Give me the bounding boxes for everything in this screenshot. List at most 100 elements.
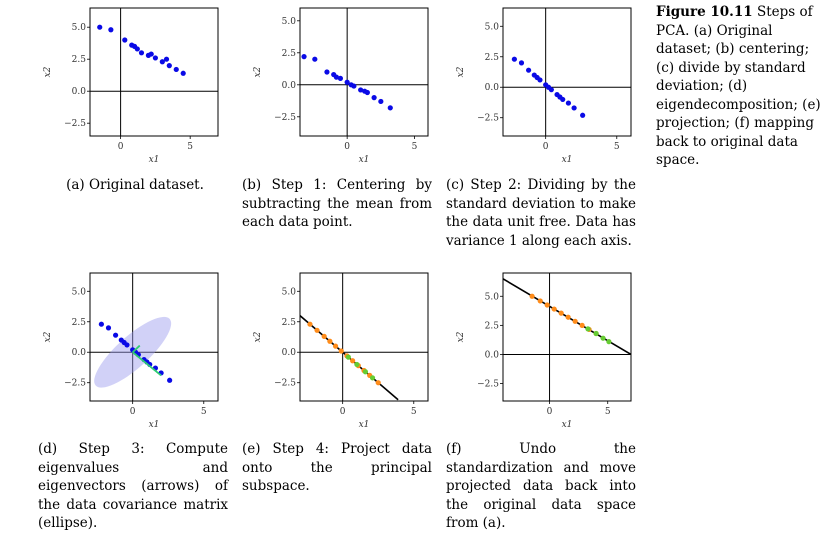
panel-d: 0 5 5.0 2.5 0.0 −2.5 x1 x2 bbox=[30, 265, 230, 450]
data-point bbox=[338, 348, 344, 354]
data-point bbox=[122, 37, 128, 43]
data-point bbox=[579, 322, 585, 328]
data-point bbox=[337, 75, 344, 81]
data-point bbox=[557, 94, 563, 100]
y-axis-label: x2 bbox=[253, 66, 263, 77]
y-tick-label: 0.0 bbox=[485, 350, 500, 360]
eigenvector-arrow bbox=[132, 351, 162, 377]
data-point bbox=[544, 302, 550, 308]
panel-a: 0 5 5.0 2.5 0.0 −2.5 x1 x2 bbox=[30, 0, 230, 185]
y-tick-label: 2.5 bbox=[282, 318, 297, 328]
x-tick-label: 0 bbox=[547, 407, 553, 417]
figure-caption-text: Steps of PCA. (a) Original dataset; (b) … bbox=[656, 4, 821, 168]
y-tick-label: 2.5 bbox=[485, 53, 500, 63]
y-tick-label: 5.0 bbox=[72, 287, 87, 297]
x-axis-label: x1 bbox=[359, 420, 370, 430]
data-point bbox=[180, 70, 186, 76]
caption-f: (f) Undo the standardization and move pr… bbox=[446, 441, 636, 531]
y-axis-label: x2 bbox=[43, 66, 53, 77]
x-axis-label: x1 bbox=[149, 155, 160, 165]
plot-area bbox=[503, 8, 631, 136]
plot-frame bbox=[299, 272, 429, 402]
data-point bbox=[572, 318, 578, 324]
y-tick-label: 2.5 bbox=[485, 321, 500, 331]
y-tick-label: −2.5 bbox=[274, 113, 296, 123]
x-tick-label: 5 bbox=[187, 142, 193, 152]
data-point bbox=[327, 338, 333, 344]
y-tick-label: −2.5 bbox=[64, 119, 86, 129]
y-tick-label: 5.0 bbox=[485, 292, 500, 302]
data-point bbox=[97, 24, 103, 30]
data-point bbox=[580, 112, 586, 118]
x-tick-label: 0 bbox=[340, 407, 346, 417]
data-point bbox=[518, 60, 525, 66]
y-tick-label: 2.5 bbox=[72, 55, 87, 65]
data-point bbox=[163, 56, 170, 62]
eigenvector-arrow bbox=[132, 344, 141, 353]
y-tick-label: 0.0 bbox=[72, 87, 87, 97]
data-point bbox=[606, 339, 612, 345]
data-point bbox=[534, 74, 540, 81]
y-axis-label: x2 bbox=[253, 331, 263, 342]
data-point bbox=[314, 327, 320, 333]
data-point bbox=[600, 335, 606, 341]
caption-b: (b) Step 1: Centering by subtracting the… bbox=[242, 177, 432, 230]
y-tick-label: −2.5 bbox=[64, 379, 86, 389]
data-point bbox=[378, 98, 384, 105]
y-tick-label: 5.0 bbox=[485, 22, 500, 32]
data-point bbox=[344, 79, 350, 85]
data-point bbox=[152, 55, 158, 61]
plot-frame bbox=[502, 7, 632, 137]
data-point bbox=[529, 293, 535, 299]
y-axis-label: x2 bbox=[456, 66, 466, 77]
data-point bbox=[159, 59, 165, 65]
data-point bbox=[312, 56, 318, 62]
caption-d: (d) Step 3: Compute eigenvalues and eige… bbox=[38, 441, 228, 531]
caption-e: (e) Step 4: Project data onto the princi… bbox=[242, 441, 432, 494]
chart-c: 0 5 5.0 2.5 0.0 −2.5 x1 x2 bbox=[456, 7, 632, 165]
y-tick-label: 0.0 bbox=[282, 348, 297, 358]
plot-area bbox=[300, 8, 428, 136]
chart-e: 0 5 5.0 2.5 0.0 −2.5 x1 x2 bbox=[253, 272, 429, 430]
data-point bbox=[537, 298, 543, 304]
data-point bbox=[545, 84, 552, 90]
panel-c: 0 5 5.0 2.5 0.0 −2.5 x1 x2 bbox=[443, 0, 643, 185]
data-point bbox=[565, 314, 571, 320]
data-point bbox=[571, 105, 577, 111]
y-tick-label: 0.0 bbox=[72, 348, 87, 358]
data-point bbox=[148, 51, 154, 57]
data-point bbox=[105, 325, 112, 331]
x-axis-label: x1 bbox=[359, 155, 370, 165]
data-point bbox=[371, 95, 377, 101]
x-tick-label: 0 bbox=[130, 407, 136, 417]
panel-b: 0 5 5.0 2.5 0.0 −2.5 x1 x2 bbox=[240, 0, 440, 185]
plot-frame bbox=[299, 7, 429, 137]
x-axis-label: x1 bbox=[562, 155, 573, 165]
data-point bbox=[565, 100, 572, 106]
y-tick-label: −2.5 bbox=[477, 114, 499, 124]
data-point bbox=[375, 380, 381, 386]
x-tick-label: 0 bbox=[543, 142, 549, 152]
data-point bbox=[593, 330, 599, 337]
data-point bbox=[173, 66, 179, 73]
data-point bbox=[345, 354, 351, 360]
caption-c: (c) Step 2: Dividing by the standard dev… bbox=[446, 177, 636, 249]
data-point bbox=[585, 326, 591, 332]
x-tick-label: 5 bbox=[411, 407, 417, 417]
data-point bbox=[358, 87, 364, 93]
plot-area bbox=[90, 273, 218, 401]
data-point bbox=[387, 105, 393, 111]
data-point bbox=[307, 321, 313, 327]
chart-b: 0 5 5.0 2.5 0.0 −2.5 x1 x2 bbox=[253, 7, 429, 165]
panel-e: 0 5 5.0 2.5 0.0 −2.5 x1 x2 bbox=[240, 265, 440, 450]
plot-area bbox=[90, 8, 218, 136]
data-point bbox=[138, 50, 145, 56]
chart-d: 0 5 5.0 2.5 0.0 −2.5 x1 x2 bbox=[43, 272, 219, 430]
panel-f: 0 5 5.0 2.5 0.0 −2.5 x1 x2 bbox=[443, 265, 643, 450]
y-tick-label: 5.0 bbox=[282, 17, 297, 27]
y-tick-label: −2.5 bbox=[477, 380, 499, 390]
data-point bbox=[301, 54, 307, 60]
x-tick-label: 5 bbox=[201, 407, 207, 417]
y-axis-label: x2 bbox=[456, 331, 466, 342]
y-tick-label: −2.5 bbox=[274, 379, 296, 389]
